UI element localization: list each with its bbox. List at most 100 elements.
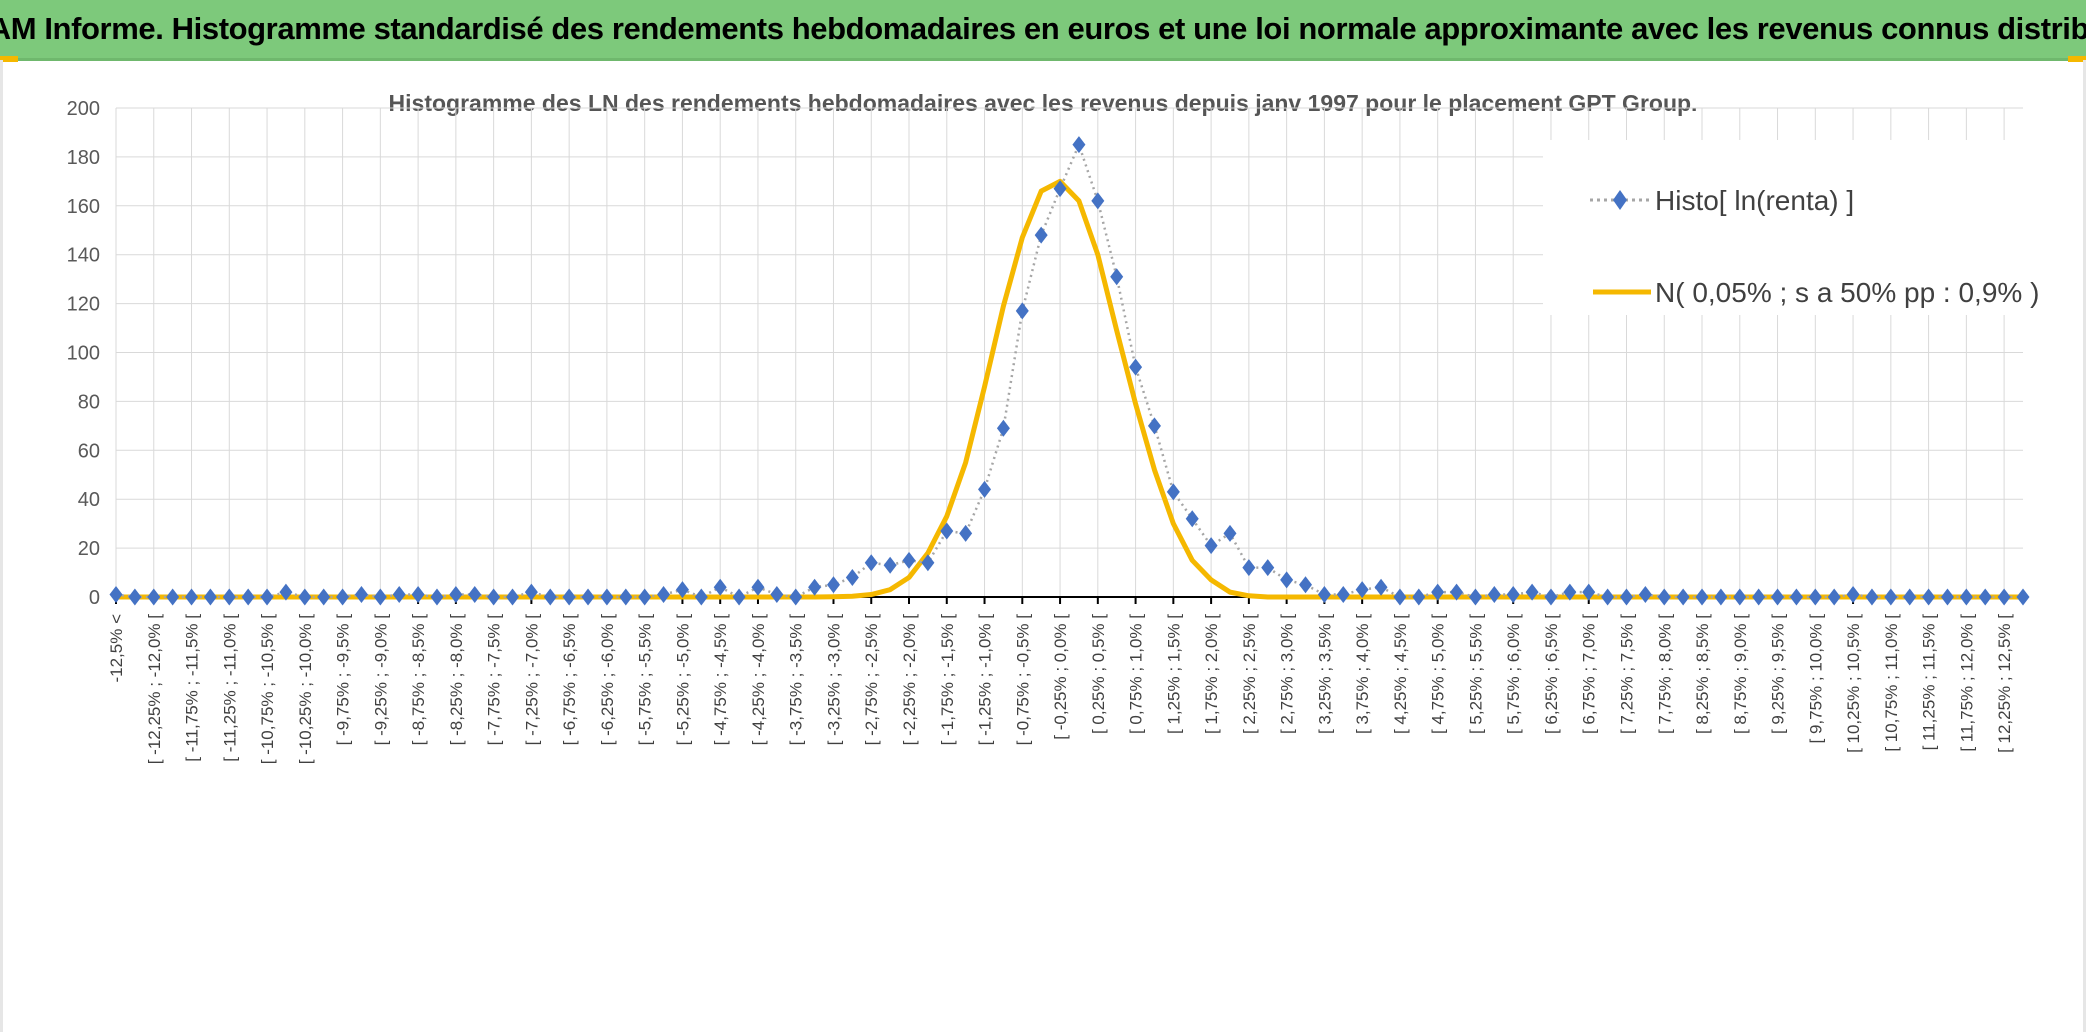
x-tick-label: [ 4,75% ; 5,0% [ xyxy=(1429,614,1448,734)
histo-point xyxy=(883,556,897,574)
histo-point xyxy=(619,588,633,606)
x-tick-label: [ 12,25% ; 12,5% [ xyxy=(1995,614,2014,753)
histo-point xyxy=(411,586,425,604)
histo-point xyxy=(1468,588,1482,606)
x-tick-label: [ -3,75% ; -3,5% [ xyxy=(787,614,806,746)
x-tick-label: [ 8,25% ; 8,5% [ xyxy=(1693,614,1712,734)
y-tick-label: 180 xyxy=(67,147,100,169)
y-tick-label: 20 xyxy=(78,538,100,560)
histo-point xyxy=(921,554,935,572)
histo-point xyxy=(317,588,331,606)
histo-point xyxy=(694,588,708,606)
corner-accent-right xyxy=(2068,56,2086,62)
histo-point xyxy=(1072,136,1086,154)
y-tick-label: 100 xyxy=(67,343,100,365)
histo-point xyxy=(392,586,406,604)
histo-point xyxy=(449,586,463,604)
banner-title: ADAM Informe. Histogramme standardisé de… xyxy=(0,11,2086,46)
series-histogram xyxy=(109,136,2030,606)
histo-point xyxy=(1978,588,1992,606)
histo-point xyxy=(2016,588,2030,606)
x-tick-label: [ 11,75% ; 12,0% [ xyxy=(1957,614,1976,752)
histo-point xyxy=(298,588,312,606)
legend-background xyxy=(1543,140,2023,315)
histo-point xyxy=(128,588,142,606)
histo-point xyxy=(808,578,822,596)
x-tick-label: [ 4,25% ; 4,5% [ xyxy=(1391,614,1410,734)
x-tick-label: [ 6,75% ; 7,0% [ xyxy=(1580,614,1599,734)
y-tick-label: 200 xyxy=(67,98,100,120)
histo-point xyxy=(260,588,274,606)
histo-point xyxy=(524,583,538,601)
x-tick-label: [ -4,25% ; -4,0% [ xyxy=(749,614,768,746)
histo-point xyxy=(996,419,1010,437)
y-tick-label: 60 xyxy=(78,440,100,462)
histo-point xyxy=(1317,586,1331,604)
histo-point xyxy=(487,588,501,606)
histo-point xyxy=(373,588,387,606)
chart-area: Histogramme des LN des rendements hebdom… xyxy=(0,60,2086,1032)
histo-point xyxy=(1959,588,1973,606)
histo-point xyxy=(185,588,199,606)
x-tick-label: [ 1,75% ; 2,0% [ xyxy=(1202,614,1221,734)
histo-point xyxy=(203,588,217,606)
histo-point xyxy=(1450,583,1464,601)
histo-point xyxy=(789,588,803,606)
histo-point xyxy=(1884,588,1898,606)
histo-point xyxy=(1506,586,1520,604)
histo-point xyxy=(279,583,293,601)
chart-title: Histogramme des LN des rendements hebdom… xyxy=(389,90,1698,116)
x-tick-label: [ -8,25% ; -8,0% [ xyxy=(447,614,466,746)
histo-point xyxy=(1147,417,1161,435)
x-tick-label: -12,5% < xyxy=(107,614,126,683)
legend-normal-label: N( 0,05% ; s a 50% pp : 0,9% ) xyxy=(1655,277,2039,308)
histo-point xyxy=(770,586,784,604)
x-tick-label: [ -9,75% ; -9,5% [ xyxy=(334,614,353,746)
histo-point xyxy=(1619,588,1633,606)
histo-point xyxy=(940,522,954,540)
x-tick-label: [ 1,25% ; 1,5% [ xyxy=(1164,614,1183,734)
histo-point xyxy=(1846,586,1860,604)
x-tick-label: [ -7,25% ; -7,0% [ xyxy=(522,614,541,746)
histo-point xyxy=(959,524,973,542)
histo-point xyxy=(1827,588,1841,606)
x-tick-label: [ 5,25% ; 5,5% [ xyxy=(1466,614,1485,734)
histo-point xyxy=(1261,559,1275,577)
legend-histo-label: Histo[ ln(renta) ] xyxy=(1655,185,1854,216)
histo-point xyxy=(468,586,482,604)
histo-point xyxy=(1940,588,1954,606)
histo-point xyxy=(1544,588,1558,606)
x-tick-label: [ 3,75% ; 4,0% [ xyxy=(1353,614,1372,734)
x-tick-label: [ 9,75% ; 10,0% [ xyxy=(1806,614,1825,744)
histo-point xyxy=(1299,576,1313,594)
histo-point xyxy=(1166,483,1180,501)
x-tick-label: [ 11,25% ; 11,5% [ xyxy=(1920,614,1939,751)
histo-point xyxy=(1280,571,1294,589)
histo-point xyxy=(1752,588,1766,606)
x-tick-label: [ 0,75% ; 1,0% [ xyxy=(1127,614,1146,734)
legend: Histo[ ln(renta) ] N( 0,05% ; s a 50% pp… xyxy=(1543,140,2039,315)
x-tick-label: [ -6,75% ; -6,5% [ xyxy=(560,614,579,746)
histo-point xyxy=(147,588,161,606)
y-tick-label: 140 xyxy=(67,245,100,267)
histo-point xyxy=(1412,588,1426,606)
histo-point xyxy=(638,588,652,606)
histo-point xyxy=(902,551,916,569)
histo-point xyxy=(1657,588,1671,606)
histo-point xyxy=(675,581,689,599)
x-tick-label: [ 10,25% ; 10,5% [ xyxy=(1844,614,1863,753)
histo-point xyxy=(354,586,368,604)
x-axis: -12,5% < [ -12,25% ; -12,0% [[ -11,75% ; … xyxy=(107,596,2023,765)
histo-point xyxy=(1110,268,1124,286)
x-tick-label: [ -5,75% ; -5,5% [ xyxy=(636,614,655,746)
histo-point xyxy=(1582,583,1596,601)
histo-point xyxy=(166,588,180,606)
y-tick-label: 0 xyxy=(89,587,100,609)
banner: ADAM Informe. Histogramme standardisé de… xyxy=(0,0,2086,61)
x-tick-label: [ -1,75% ; -1,5% [ xyxy=(938,614,957,746)
x-tick-label: [ -5,25% ; -5,0% [ xyxy=(673,614,692,746)
histo-point xyxy=(109,586,123,604)
x-tick-label: [ -10,25% ; -10,0% [ xyxy=(296,614,315,765)
x-tick-label: [ -8,75% ; -8,5% [ xyxy=(409,614,428,746)
histo-point xyxy=(864,554,878,572)
